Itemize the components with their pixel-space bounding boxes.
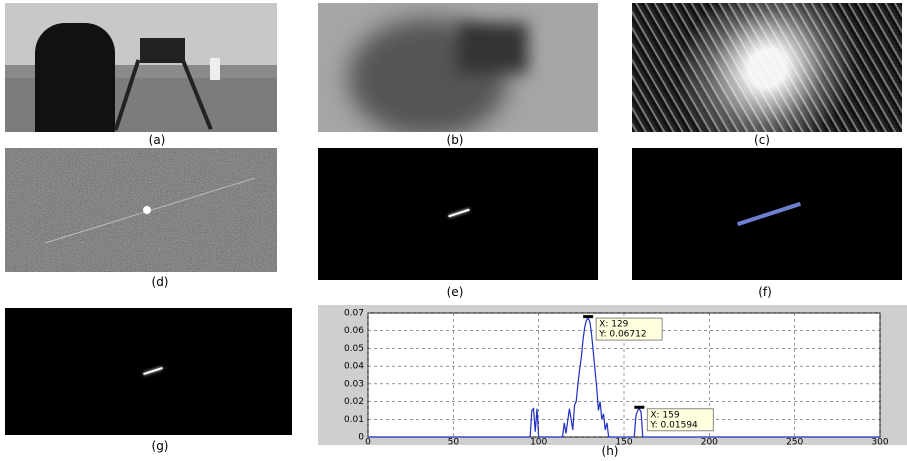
x-tick-label: 0 bbox=[365, 438, 371, 446]
y-tick-label: 0.03 bbox=[344, 379, 364, 389]
y-tick-label: 0.04 bbox=[344, 362, 364, 372]
datatip-marker bbox=[583, 315, 594, 319]
datatip-marker bbox=[634, 405, 645, 409]
y-tick-label: 0.02 bbox=[344, 397, 364, 407]
y-tick-label: 0.07 bbox=[344, 309, 364, 319]
caption: (a) bbox=[148, 133, 166, 147]
x-tick-label: 150 bbox=[615, 438, 632, 446]
caption: (b) bbox=[446, 133, 464, 147]
x-tick-label: 100 bbox=[530, 438, 547, 446]
x-tick-label: 250 bbox=[786, 438, 803, 446]
noise bbox=[5, 148, 277, 272]
y-tick-label: 0 bbox=[358, 433, 364, 443]
caption: (e) bbox=[446, 285, 464, 299]
image-b bbox=[318, 3, 598, 132]
image-c bbox=[632, 3, 902, 132]
image-d bbox=[5, 148, 277, 272]
y-tick-label: 0.05 bbox=[344, 344, 364, 354]
series-line bbox=[368, 316, 880, 438]
x-tick-label: 300 bbox=[871, 438, 888, 446]
x-tick-label: 50 bbox=[448, 438, 460, 446]
caption: (d) bbox=[151, 275, 169, 289]
image-e bbox=[318, 148, 598, 280]
datatip-y: Y: 0.06712 bbox=[598, 330, 646, 340]
datatip-x: X: 129 bbox=[599, 320, 629, 330]
image-f bbox=[632, 148, 902, 280]
datatip-box bbox=[595, 317, 663, 341]
image-g bbox=[5, 308, 292, 435]
y-tick-label: 0.06 bbox=[344, 326, 364, 336]
caption: (f) bbox=[758, 285, 772, 299]
datatip-y: Y: 0.01594 bbox=[649, 420, 698, 430]
caption: (c) bbox=[754, 133, 770, 147]
caption: (h) bbox=[601, 444, 619, 458]
x-tick-label: 200 bbox=[701, 438, 718, 446]
datatip-box bbox=[646, 408, 714, 432]
datatip-x: X: 159 bbox=[650, 410, 680, 420]
caption: (g) bbox=[151, 439, 169, 453]
chart: 0 0.01 0.02 0.03 0.04 0.05 0.06 0.07 0 50 100 150 20… bbox=[344, 309, 889, 446]
image-a bbox=[5, 3, 277, 132]
y-tick-label: 0.01 bbox=[344, 415, 364, 425]
